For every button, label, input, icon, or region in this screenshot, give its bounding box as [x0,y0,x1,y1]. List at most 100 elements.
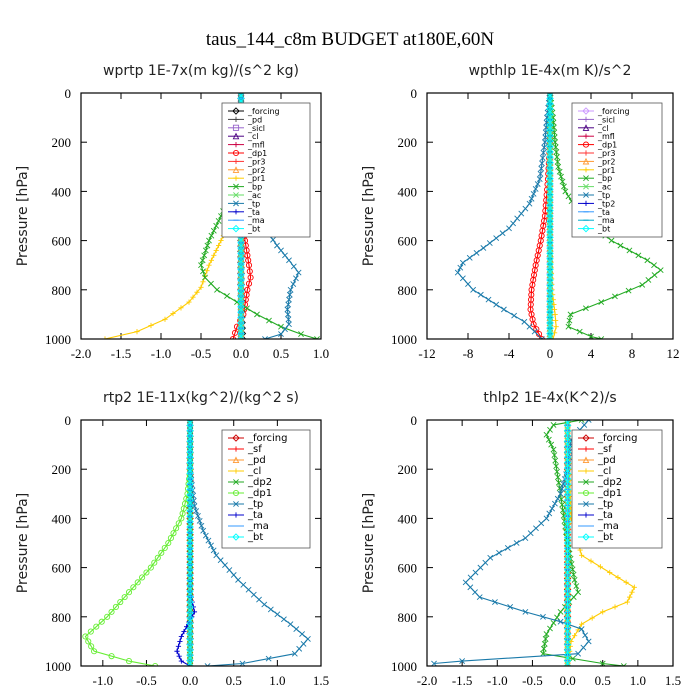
data-point [567,311,574,318]
data-point [611,293,618,300]
data-point [161,544,168,551]
data-point [511,312,518,319]
data-point [554,154,560,160]
data-point [186,576,194,585]
data-point [546,185,554,193]
data-point [645,277,652,283]
data-point [546,233,554,242]
data-point [462,579,469,586]
data-point [546,132,554,140]
data-point [538,165,545,172]
data-point [598,299,605,306]
data-point [186,420,194,424]
legend-marker [233,200,239,207]
data-point [186,619,194,627]
legend-label: _dp1 [247,488,272,499]
data-point [563,491,572,499]
data-point [550,422,557,428]
data-point [546,281,554,290]
data-point [237,308,245,316]
data-point [177,638,183,644]
data-point [215,218,222,224]
data-point [534,181,541,187]
legend-label: _ma [247,216,265,225]
y-tick-label: 600 [398,234,418,249]
legend-label: _sf [597,444,612,455]
data-point [186,624,194,633]
x-tick-label: -12 [418,346,435,361]
data-point [245,280,253,287]
data-point [152,662,159,666]
legend: _forcing_sf_pd_cl_dp2_dp1_tp_ta_ma_bt [221,429,311,549]
y-tick-label: 0 [65,86,72,101]
legend-label: _bt [247,225,260,234]
data-point [563,662,572,666]
data-point [285,316,292,323]
legend-marker [583,150,589,156]
data-point [167,535,174,542]
data-point [284,306,291,313]
legend-marker [233,479,239,485]
y-tick-label: 0 [411,86,418,101]
data-point [559,507,566,514]
data-point [186,646,194,654]
data-point [608,237,615,244]
data-point [518,210,525,217]
legend-label: _ac [597,183,611,192]
data-point [530,190,537,197]
data-point [82,633,89,640]
data-point [496,549,502,556]
data-point [546,271,554,279]
data-point [559,501,566,508]
data-point [190,294,196,300]
legend-marker [232,132,240,140]
data-point [459,259,466,266]
data-point [237,265,245,274]
data-point [537,170,544,177]
data-point [237,239,245,247]
data-point [563,496,572,504]
data-point [186,651,194,660]
x-tick-label: -0.5 [522,673,543,688]
data-point [540,645,547,652]
data-point [552,311,558,317]
data-point [278,331,284,337]
legend-marker [583,479,589,485]
data-point [546,201,554,210]
x-tick-label: 0.0 [182,673,198,688]
data-point [546,110,554,119]
data-point [213,552,220,559]
data-point [237,271,245,279]
data-point [543,515,550,522]
data-point [470,286,477,293]
data-point [563,459,572,467]
data-point [493,235,500,242]
data-point [237,93,245,97]
series-line [457,93,551,339]
legend-marker [232,124,240,131]
data-point [546,180,554,188]
data-point [546,276,554,284]
data-point [218,238,224,244]
data-point [546,94,554,103]
data-point [473,249,480,256]
data-point [627,594,633,600]
data-point [563,507,572,515]
data-point [247,274,254,281]
x-tick-label: -8 [463,346,474,361]
data-point [546,265,554,274]
data-point [237,313,245,322]
x-tick-label: 8 [629,346,636,361]
data-point [553,149,560,155]
data-point [599,660,606,666]
data-point [554,158,561,165]
data-point [186,437,194,446]
data-point [245,262,253,269]
data-point [510,220,517,227]
data-point [563,453,572,462]
data-point [553,463,560,470]
data-point [552,500,558,507]
data-point [541,144,548,151]
chart-title: rtp2 1E-11x(kg^2)/(kg^2 s) [103,390,299,406]
data-point [186,608,194,617]
